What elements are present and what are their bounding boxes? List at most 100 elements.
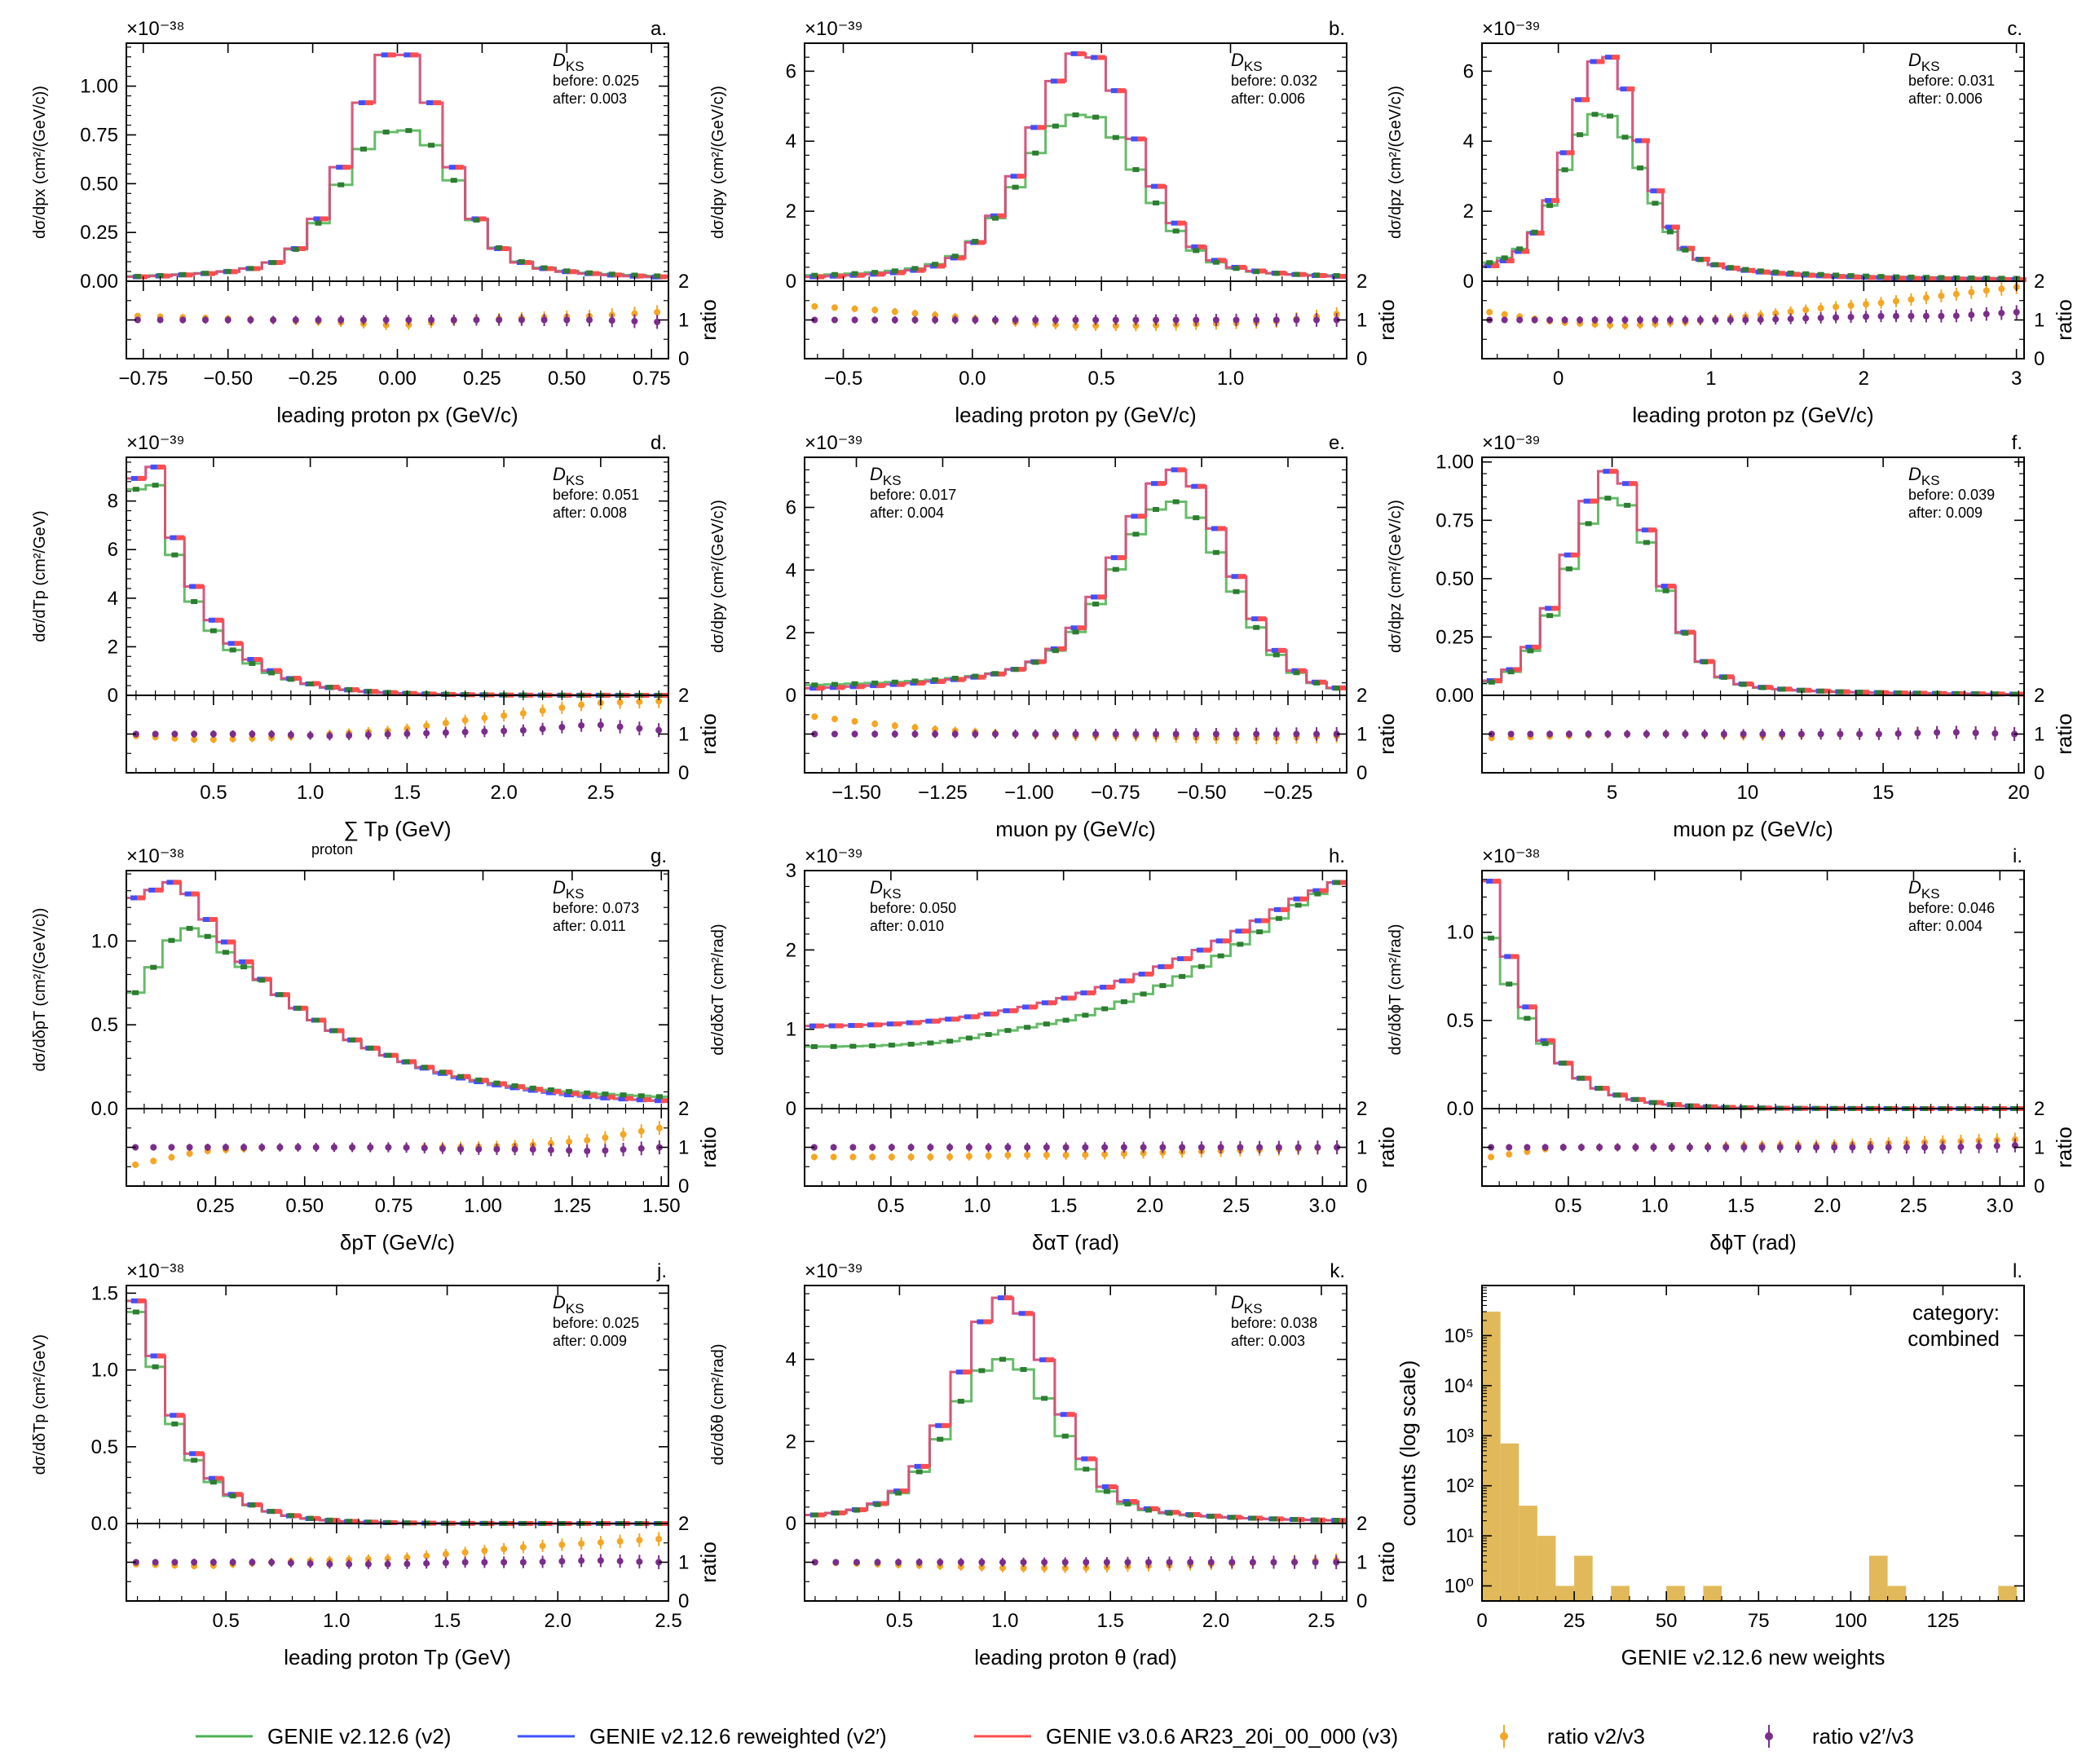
series-v3-point (1619, 1092, 1628, 1098)
ratio-v2prime-point (946, 1144, 954, 1151)
series-v2-point (1856, 690, 1863, 695)
ratio-v2-point (384, 1555, 391, 1563)
series-v2-point (134, 274, 141, 280)
series-v2prime-point (170, 1413, 180, 1418)
ratio-v2prime-point (349, 1144, 356, 1151)
ratio-v2prime-point (1867, 1144, 1874, 1151)
series-v3-point (1762, 269, 1771, 275)
series-v2-point (1083, 1466, 1090, 1472)
series-v3-point (1691, 1103, 1700, 1109)
series-v3-line (126, 53, 668, 279)
series-v3-point (263, 977, 272, 982)
series-v2-point (637, 1093, 645, 1099)
series-v2-point (1591, 112, 1599, 117)
ratio-v2prime-point (186, 1144, 193, 1151)
series-v3-point (591, 271, 600, 276)
series-v2-point (179, 271, 187, 277)
ks-before: before: 0.032 (1231, 73, 1317, 89)
series-v3-point (1512, 667, 1521, 673)
ratio-v2-point (1020, 1564, 1027, 1572)
ratio-v2prime-point (1740, 1144, 1748, 1151)
ratio-v2-point (519, 1544, 527, 1551)
y-tick-label: 2 (786, 201, 796, 223)
ratio-v2prime-point (1938, 312, 1945, 320)
series-v2prime-point (1177, 956, 1188, 962)
series-v2-point (1501, 255, 1508, 261)
series-v3-point (196, 1451, 205, 1457)
x-tick-label: 2.5 (1223, 1195, 1250, 1217)
series-v3-point (1601, 1086, 1610, 1091)
y-scale-label: ×10⁻³⁹ (805, 1260, 863, 1282)
x-tick-label: 1.0 (964, 1195, 990, 1217)
series-v2prime-point (1101, 1484, 1112, 1489)
series-v3-point (1528, 1004, 1537, 1010)
series-v3-point (977, 240, 986, 245)
series-v2-point (1004, 1028, 1012, 1034)
ks-label: DKS (1908, 50, 1940, 74)
series-v3-point (428, 691, 437, 697)
series-v3-point (1067, 995, 1076, 1001)
series-v2-point (1041, 1396, 1048, 1401)
y-tick-label: 0.50 (1436, 568, 1474, 590)
ratio-tick-label: 0 (2034, 1175, 2044, 1197)
ks-before: before: 0.046 (1908, 900, 1995, 916)
ratio-v2-point (654, 309, 661, 315)
x-tick-label: 0.5 (877, 1195, 904, 1217)
ks-before: before: 0.050 (870, 900, 956, 916)
series-v2-point (210, 628, 217, 633)
series-v3-point (900, 1488, 909, 1494)
series-v3-point (137, 895, 146, 901)
series-v2prime-point (1235, 928, 1246, 934)
series-v2prime-point (1091, 594, 1101, 600)
series-v2-point (337, 182, 345, 187)
series-v2-point (1892, 274, 1899, 280)
series-v3-point (1338, 273, 1347, 279)
ratio-v2prime-point (1531, 316, 1538, 324)
y-tick-label: 10² (1445, 1475, 1474, 1497)
series-v3-point (1701, 257, 1710, 262)
series-v3-point (1943, 276, 1952, 282)
series-v2-point (849, 1043, 857, 1049)
series-v3-point (273, 1509, 282, 1515)
series-v2-point (1636, 165, 1643, 171)
series-v2prime-point (1131, 514, 1141, 519)
series-v2-point (132, 990, 139, 995)
series-v2prime-point (1091, 55, 1101, 60)
series-v3-point (624, 1096, 633, 1101)
ks-before: before: 0.073 (553, 900, 639, 916)
ratio-v2prime-point (346, 732, 353, 739)
y-tick-label: 4 (786, 559, 796, 581)
series-v3-point (642, 1096, 651, 1102)
y-tick-label: 0.75 (80, 124, 118, 146)
ratio-v2-point (382, 321, 390, 329)
ratio-v2prime-point (481, 1559, 488, 1566)
ratio-v2prime-point (1253, 730, 1260, 738)
ratio-v2prime-point (1101, 1144, 1109, 1151)
ratio-v2prime-point (1705, 1144, 1712, 1151)
series-v3-point (1673, 1102, 1682, 1108)
y-axis-label: dσ/dδθ (cm²/rad) (709, 1343, 727, 1465)
series-v2-point (2011, 691, 2018, 697)
ratio-v2prime-point (1591, 316, 1599, 324)
x-tick-label: 1.0 (297, 782, 324, 804)
series-v3-point (292, 676, 301, 681)
ratio-v2prime-point (1052, 316, 1059, 324)
series-v2-point (810, 1043, 818, 1049)
ratio-v2prime-point (1153, 730, 1160, 738)
ratio-v2-point (578, 1540, 585, 1547)
series-v2-point (224, 268, 232, 274)
series-v3-point (1129, 1499, 1138, 1505)
series-v3-point (1298, 271, 1307, 277)
series-v2prime-point (1138, 971, 1149, 977)
ratio-tick-label: 1 (678, 1552, 689, 1574)
series-v3-point (1744, 681, 1753, 687)
series-v3-point (1338, 685, 1347, 690)
series-v2-line (805, 113, 1347, 277)
series-v2-point (1237, 942, 1244, 947)
series-v2prime-point (1293, 896, 1303, 902)
series-v2-point (1817, 271, 1824, 277)
series-v2-point (1968, 275, 1975, 280)
ratio-v2-point (636, 1537, 643, 1544)
series-v2prime-point (358, 100, 368, 106)
ratio-v2-point (1908, 296, 1915, 303)
